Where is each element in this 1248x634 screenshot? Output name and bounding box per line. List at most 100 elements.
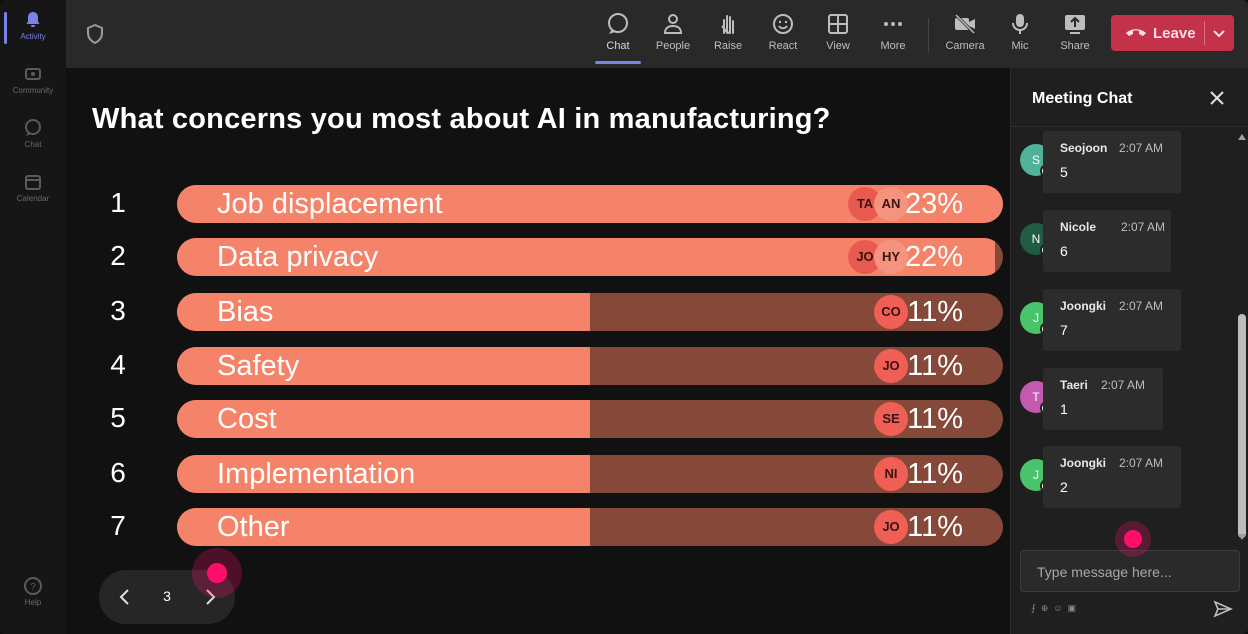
message-time: 2:07 AM	[1119, 141, 1164, 155]
toolbar-raise-button[interactable]: Raise	[703, 10, 753, 60]
scroll-down-arrow[interactable]	[1238, 534, 1246, 540]
toolbar-react-button[interactable]: React	[758, 10, 808, 60]
option-number: 4	[110, 349, 126, 380]
compose-toolbar: ⨍ ⊕ ☺ ▣	[1031, 603, 1081, 615]
message-compose-box[interactable]	[1020, 550, 1240, 593]
voter-avatar: CO	[874, 295, 908, 329]
rail-item-community[interactable]: Community	[0, 56, 66, 108]
sender-name: Taeri	[1060, 378, 1088, 392]
format-icon[interactable]: ⨍	[1031, 603, 1036, 613]
toolbar-label: Mic	[1011, 40, 1029, 52]
chat-bubble: Seojoon 2:07 AM 5	[1043, 131, 1181, 193]
option-percent: 11%	[907, 458, 963, 490]
send-icon[interactable]	[1213, 599, 1233, 619]
close-icon[interactable]	[1208, 89, 1226, 107]
sender-name: Joongki	[1060, 299, 1107, 313]
raise-hand-icon	[721, 15, 734, 34]
rail-item-label: Help	[24, 598, 42, 607]
poll-option-row: 4 Safety JO 11%	[66, 347, 1010, 385]
svg-text:?: ?	[30, 582, 36, 593]
toolbar-share-button[interactable]: Share	[1050, 10, 1100, 60]
option-percent: 11%	[907, 296, 963, 328]
chevron-right-icon[interactable]	[200, 587, 220, 607]
toolbar-mic-button[interactable]: Mic	[995, 10, 1045, 60]
toolbar-chat-button[interactable]: Chat	[593, 10, 643, 64]
react-icon	[773, 14, 793, 34]
option-percent: 23%	[904, 188, 963, 220]
calendar-icon	[25, 175, 41, 190]
option-bar: Bias CO 11%	[177, 293, 1003, 331]
page-number: 3	[163, 588, 171, 604]
chat-icon	[608, 13, 628, 34]
option-bar-fill	[177, 347, 590, 385]
option-bar: Safety JO 11%	[177, 347, 1003, 385]
scroll-up-arrow[interactable]	[1238, 134, 1246, 140]
toolbar-label: Chat	[606, 40, 630, 52]
option-label: Bias	[217, 296, 274, 328]
voter-avatar: AN	[874, 187, 908, 221]
chat-bubble: Joongki 2:07 AM 7	[1043, 289, 1181, 351]
voter-avatar: JO	[874, 510, 908, 544]
chat-scrollbar[interactable]	[1237, 130, 1247, 542]
chat-bubble: Joongki 2:07 AM 2	[1043, 446, 1181, 508]
rail-item-calendar[interactable]: Calendar	[0, 164, 66, 216]
cursor-dot	[207, 563, 227, 583]
message-input[interactable]	[1021, 551, 1239, 593]
camera-off-icon	[954, 13, 976, 35]
chevron-down-icon[interactable]	[1211, 25, 1227, 41]
sender-name: Seojoon	[1060, 141, 1108, 155]
gif-icon[interactable]: ▣	[1067, 603, 1076, 613]
option-label: Safety	[217, 350, 300, 382]
app-rail: Activity Community Chat Calendar ? Help	[0, 0, 67, 634]
option-percent: 11%	[907, 350, 963, 382]
toolbar-camera-button[interactable]: Camera	[940, 10, 990, 60]
option-percent: 11%	[907, 511, 963, 543]
chevron-left-icon[interactable]	[115, 587, 135, 607]
poll-option-row: 3 Bias CO 11%	[66, 293, 1010, 331]
leave-button[interactable]: Leave	[1111, 15, 1234, 51]
option-label: Job displacement	[217, 188, 443, 220]
rail-item-help[interactable]: ? Help	[0, 568, 66, 620]
rail-item-label: Chat	[24, 140, 42, 149]
rail-item-label: Community	[12, 86, 54, 95]
meeting-toolbar: Chat People Raise React View More Camera	[66, 0, 1248, 68]
poll-option-row: 2 Data privacy JO HY 22%	[66, 238, 1010, 276]
sender-name: Joongki	[1060, 456, 1107, 470]
avatar-initial: N	[1031, 232, 1041, 246]
message-text: 6	[1060, 243, 1068, 259]
emoji-icon[interactable]: ☺	[1053, 603, 1063, 613]
message-text: 1	[1060, 401, 1068, 417]
option-label: Cost	[217, 403, 277, 435]
community-icon	[25, 68, 41, 80]
option-label: Data privacy	[217, 241, 379, 273]
option-bar-fill	[177, 455, 590, 493]
toolbar-label: More	[880, 40, 906, 52]
chat-title: Meeting Chat	[1032, 90, 1133, 107]
option-percent: 22%	[904, 241, 963, 273]
voter-avatar: JO	[874, 349, 908, 383]
option-number: 6	[110, 457, 126, 488]
mic-icon	[1012, 14, 1028, 34]
message-time: 2:07 AM	[1121, 220, 1166, 234]
message-time: 2:07 AM	[1101, 378, 1146, 392]
rail-item-chat[interactable]: Chat	[0, 110, 66, 162]
option-number: 1	[110, 187, 126, 218]
help-icon: ?	[24, 577, 42, 595]
leave-divider	[1204, 21, 1205, 45]
rail-item-activity[interactable]: Activity	[0, 2, 66, 54]
rail-item-label: Calendar	[16, 194, 50, 203]
option-bar-fill	[177, 400, 590, 438]
toolbar-divider	[928, 18, 929, 52]
toolbar-people-button[interactable]: People	[648, 10, 698, 60]
chat-divider	[1011, 126, 1248, 127]
scroll-thumb[interactable]	[1238, 314, 1246, 538]
toolbar-more-button[interactable]: More	[868, 10, 918, 60]
poll-option-row: 1 Job displacement TA AN 23%	[66, 185, 1010, 223]
attach-icon[interactable]: ⊕	[1040, 603, 1049, 613]
message-text: 2	[1060, 479, 1068, 495]
shield-icon[interactable]	[86, 24, 104, 44]
toolbar-view-button[interactable]: View	[813, 10, 863, 60]
poll-option-row: 7 Other JO 11%	[66, 508, 1010, 546]
avatar-initial: S	[1031, 153, 1040, 167]
option-label: Implementation	[217, 458, 416, 490]
